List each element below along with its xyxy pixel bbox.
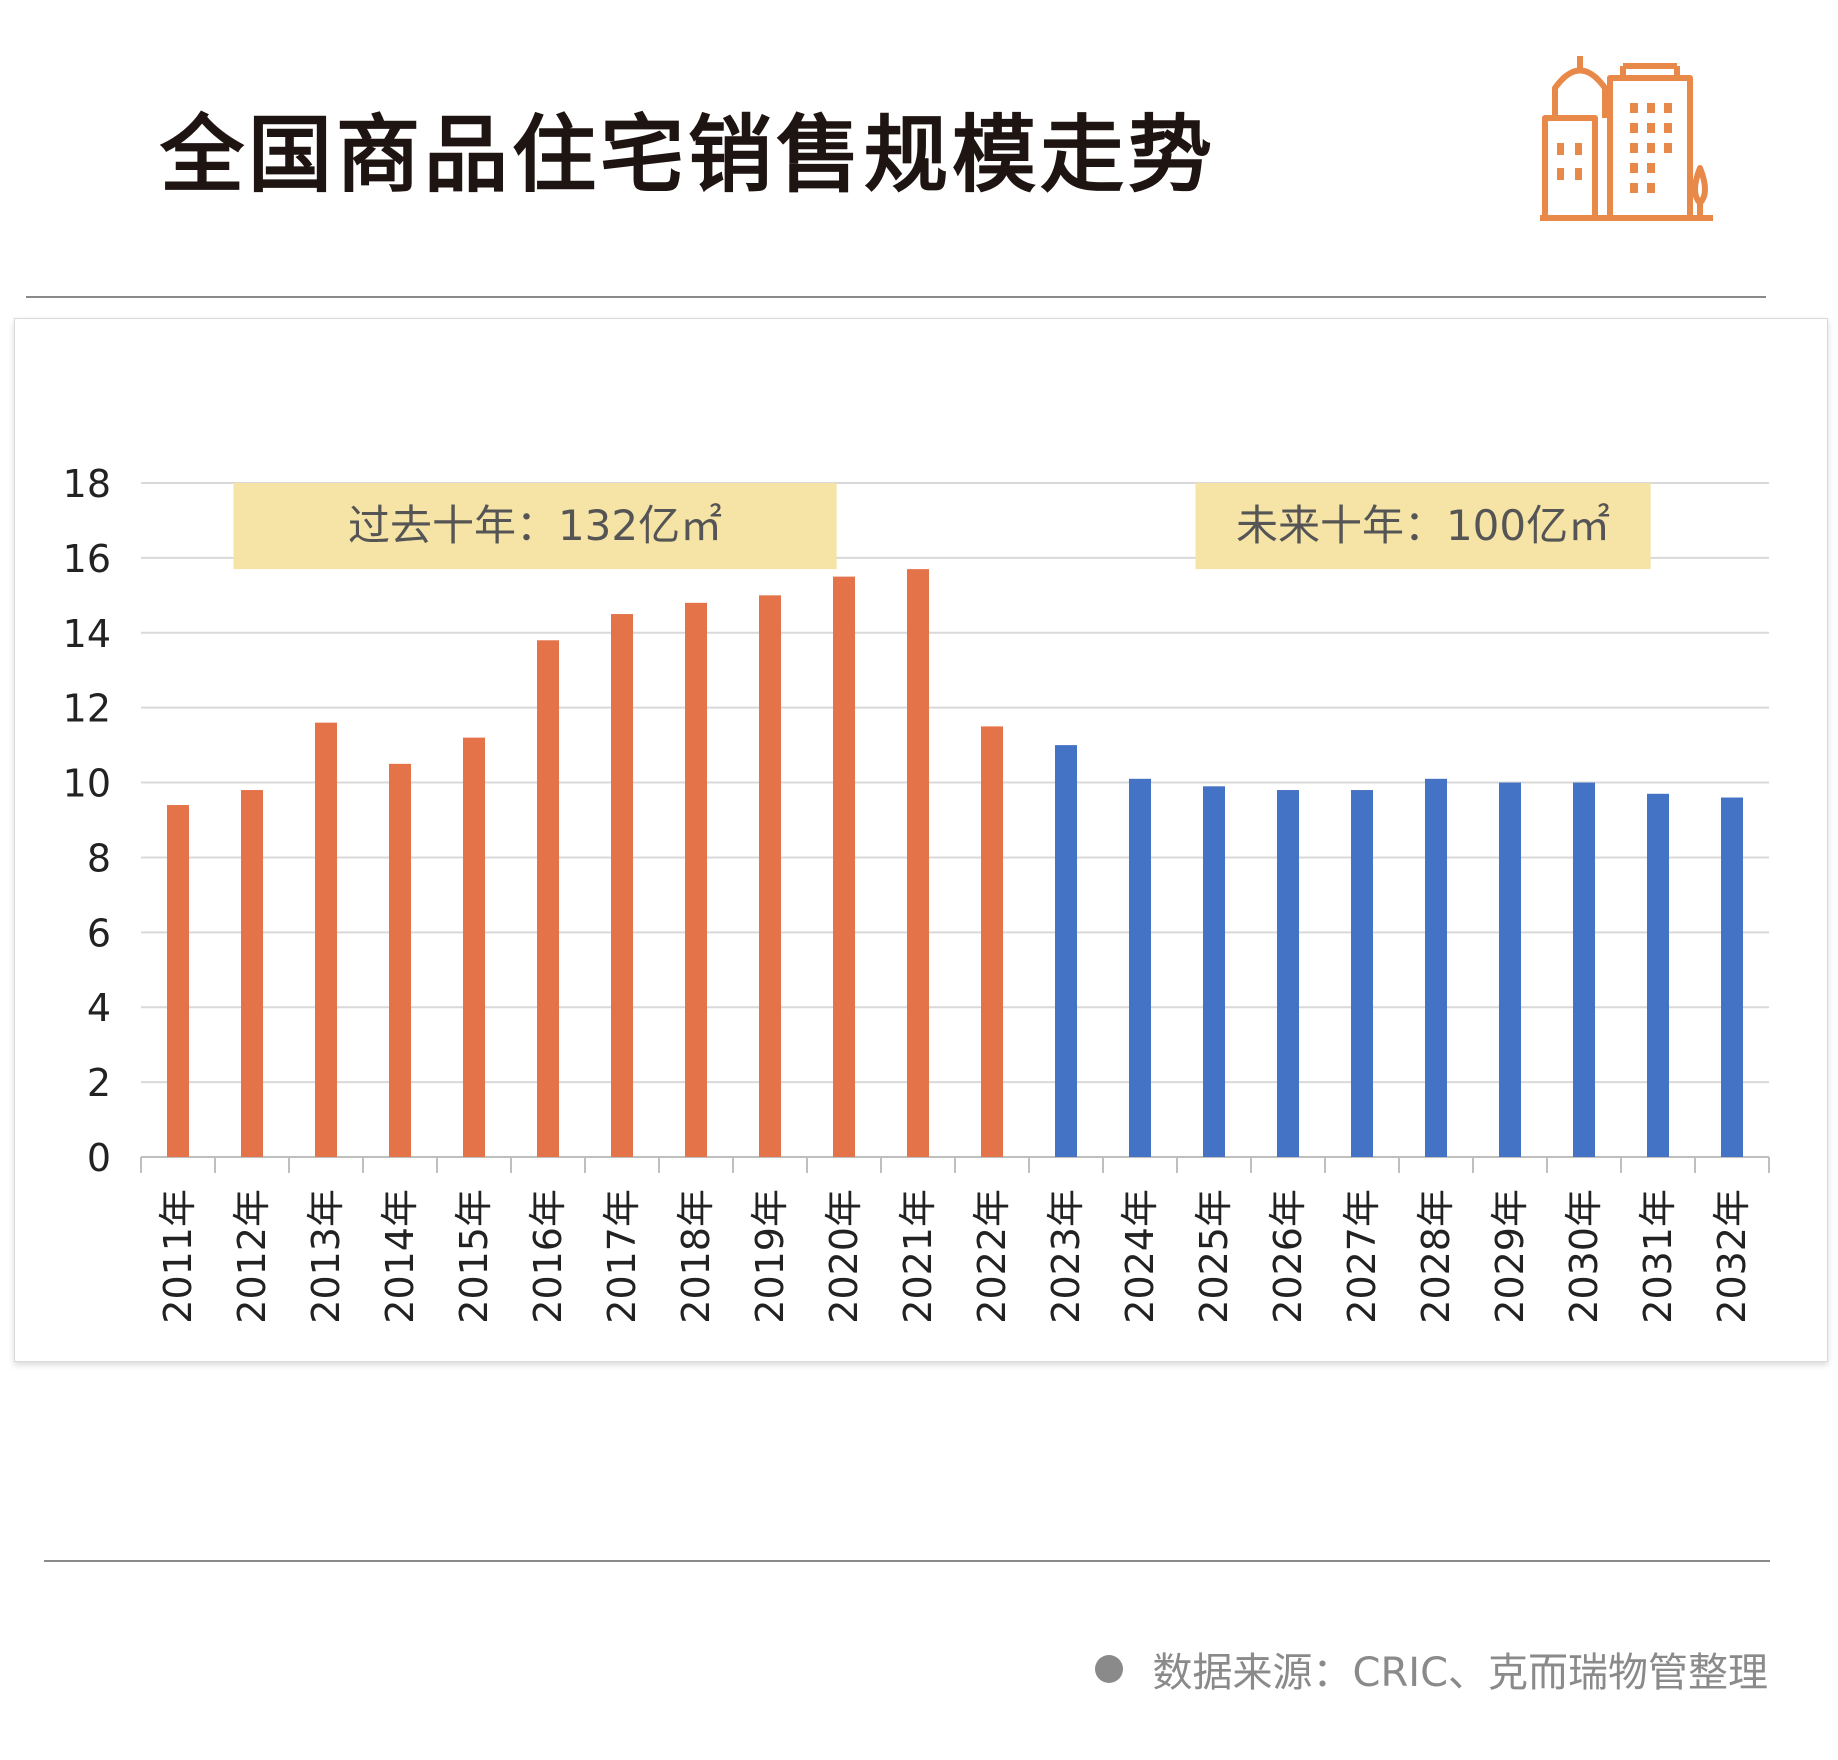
x-tick-label: 2021年 — [896, 1189, 940, 1324]
x-tick-label: 2028年 — [1414, 1189, 1458, 1324]
bar — [315, 722, 337, 1157]
x-tick-label: 2015年 — [452, 1189, 496, 1324]
y-tick-label: 18 — [63, 462, 111, 506]
bar — [1647, 793, 1669, 1157]
x-tick-label: 2030年 — [1562, 1189, 1606, 1324]
y-tick-label: 0 — [87, 1136, 111, 1180]
city-buildings-icon — [1540, 56, 1713, 221]
x-tick-label: 2018年 — [674, 1189, 718, 1324]
bar — [1129, 778, 1151, 1157]
x-tick-label: 2031年 — [1636, 1189, 1680, 1324]
top-divider — [26, 296, 1766, 298]
annotation-text: 过去十年：132亿㎡ — [348, 501, 722, 550]
y-tick-label: 8 — [87, 836, 111, 880]
bar-chart: 0 2 4 6 8 10 12 14 16 18 2011年 2012年 2013年 2014年 2015年… — [63, 462, 1770, 1324]
annotation-text: 未来十年：100亿㎡ — [1236, 501, 1610, 550]
x-tick-label: 2032年 — [1710, 1189, 1754, 1324]
bar — [1499, 782, 1521, 1157]
bar — [759, 595, 781, 1157]
bar — [1425, 778, 1447, 1157]
bar — [463, 737, 485, 1157]
annotation-box — [233, 483, 837, 570]
bar — [907, 569, 929, 1157]
x-tick-label: 2025年 — [1192, 1189, 1236, 1324]
y-tick-label: 16 — [63, 537, 111, 581]
bar — [1055, 745, 1077, 1157]
y-tick-label: 10 — [63, 762, 111, 806]
x-tick-label: 2013年 — [304, 1189, 348, 1324]
bottom-divider — [44, 1560, 1770, 1562]
x-tick-label: 2019年 — [748, 1189, 792, 1324]
x-tick-label: 2024年 — [1118, 1189, 1162, 1324]
bar — [1203, 786, 1225, 1157]
bar — [389, 763, 411, 1157]
x-tick-label: 2027年 — [1340, 1189, 1384, 1324]
x-tick-label: 2014年 — [378, 1189, 422, 1324]
bar — [685, 602, 707, 1157]
bar — [1721, 797, 1743, 1157]
x-tick-label: 2016年 — [526, 1189, 570, 1324]
bar — [1277, 790, 1299, 1157]
bar — [833, 576, 855, 1157]
x-tick-label: 2012年 — [230, 1189, 274, 1324]
x-tick-label: 2017年 — [600, 1189, 644, 1324]
x-tick-label: 2011年 — [156, 1189, 200, 1324]
x-tick-label: 2029年 — [1488, 1189, 1532, 1324]
x-tick-label: 2026年 — [1266, 1189, 1310, 1324]
bullet-dot-icon — [1094, 1655, 1123, 1683]
bar — [1573, 782, 1595, 1157]
x-tick-label: 2022年 — [970, 1189, 1014, 1324]
y-tick-label: 12 — [63, 687, 111, 731]
x-tick-label: 2020年 — [822, 1189, 866, 1324]
y-tick-label: 6 — [87, 911, 111, 955]
x-tick-label: 2023年 — [1044, 1189, 1088, 1324]
bar — [981, 726, 1003, 1157]
page-title: 全国商品住宅销售规模走势 — [160, 106, 1217, 204]
data-source-text: 数据来源：CRIC、克而瑞物管整理 — [1152, 1650, 1768, 1696]
bar — [241, 790, 263, 1157]
y-tick-label: 4 — [87, 986, 111, 1030]
annotation-box — [1195, 483, 1651, 570]
bar — [611, 614, 633, 1157]
y-tick-label: 14 — [63, 612, 111, 656]
data-source: 数据来源：CRIC、克而瑞物管整理 — [1094, 1640, 1768, 1698]
y-tick-label: 2 — [87, 1061, 111, 1105]
bar — [167, 805, 189, 1157]
bar — [1351, 790, 1373, 1157]
chart-panel: 0 2 4 6 8 10 12 14 16 18 2011年 2012年 2013年 2014年 2015年… — [14, 318, 1828, 1362]
bar — [537, 640, 559, 1157]
